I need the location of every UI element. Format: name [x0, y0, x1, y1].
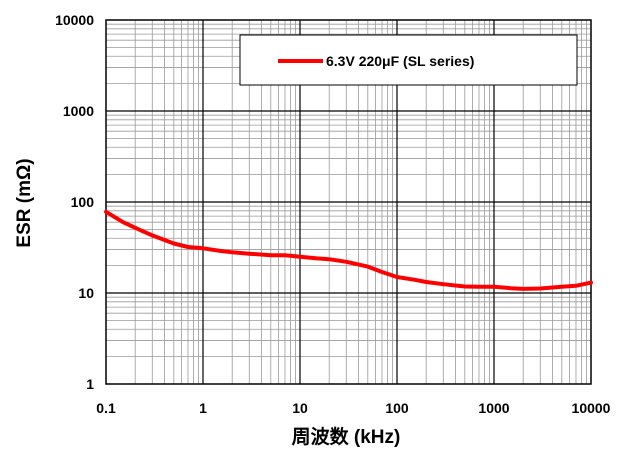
series-line-0: [104, 209, 593, 291]
y-tick-label: 10000: [55, 12, 94, 28]
x-tick-label: 10000: [572, 400, 611, 416]
x-axis-title: 周波数 (kHz): [292, 425, 401, 448]
y-tick-label: 100: [71, 194, 95, 210]
y-tick-labels: 1 10 100 1000 10000: [55, 12, 94, 392]
y-tick-label: 1000: [63, 103, 94, 119]
x-tick-label: 0.1: [96, 400, 116, 416]
y-tick-label: 1: [86, 376, 94, 392]
legend-label: 6.3V 220μF (SL series): [326, 53, 474, 69]
x-tick-labels: 0.1 1 10 100 1000 10000: [96, 400, 610, 416]
y-axis-title: ESR (mΩ): [14, 158, 35, 247]
x-tick-label: 1: [199, 400, 207, 416]
x-tick-label: 1000: [478, 400, 509, 416]
legend: 6.3V 220μF (SL series): [239, 34, 578, 86]
x-tick-label: 100: [385, 400, 409, 416]
y-tick-label: 10: [78, 285, 94, 301]
plot-frame: [105, 19, 592, 385]
series-group: [104, 209, 593, 291]
x-tick-label: 10: [292, 400, 308, 416]
